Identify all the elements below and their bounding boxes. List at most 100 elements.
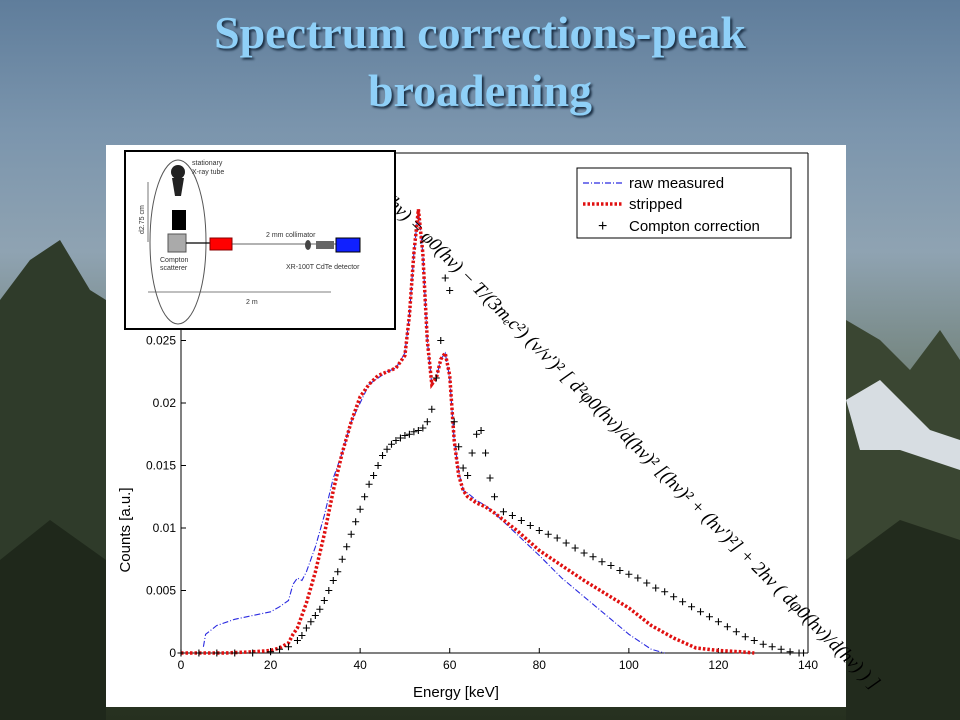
compton-marker [352, 518, 360, 526]
scatterer-outline [149, 159, 207, 325]
setup-inset: stationary X-ray tube d2.75 cm 2 mm coll… [124, 150, 396, 330]
compton-marker [571, 544, 579, 552]
compton-marker [347, 530, 355, 538]
y-tick-label: 0.01 [153, 521, 177, 535]
compton-marker [410, 428, 418, 436]
compton-marker [396, 434, 404, 442]
compton-marker [276, 645, 284, 653]
legend-raw-label: raw measured [629, 175, 724, 192]
compton-marker [392, 437, 400, 444]
compton-marker [311, 612, 319, 619]
slide-title: Spectrum corrections-peak broadening [0, 4, 960, 120]
collimator-label: 2 mm collimator [266, 232, 316, 239]
compton-marker [468, 449, 476, 457]
compton-marker [365, 480, 373, 488]
detector-label: XR-100T CdTe detector [286, 264, 360, 271]
tube-label: stationary [192, 160, 223, 167]
scatterer-label: Compton [160, 257, 189, 264]
compton-marker [361, 493, 369, 501]
compton-marker [249, 649, 257, 657]
compton-marker [625, 570, 633, 578]
compton-marker [553, 534, 561, 542]
compton-marker [598, 558, 606, 566]
y-tick-label: 0.02 [153, 396, 177, 410]
compton-marker [428, 405, 436, 413]
compton-marker [517, 517, 525, 524]
compton-marker [750, 637, 758, 644]
compton-marker [535, 527, 543, 534]
compton-marker [580, 549, 588, 557]
compton-marker [652, 584, 660, 592]
compton-marker [714, 618, 722, 626]
compton-marker [607, 562, 615, 569]
slide-title-line1: Spectrum corrections-peak [214, 7, 746, 58]
compton-marker [800, 649, 808, 657]
compton-marker [383, 445, 391, 453]
stripped-line [181, 209, 755, 655]
y-axis-label: Counts [a.u.] [117, 487, 134, 572]
compton-marker [670, 593, 678, 601]
compton-marker [338, 555, 346, 563]
compton-marker [405, 430, 413, 438]
compton-marker [329, 577, 337, 584]
y-tick-label: 0 [169, 646, 176, 660]
legend: raw measured stripped + Compton correcti… [576, 167, 792, 239]
height-label: d2.75 cm [139, 205, 146, 234]
slide-title-line2: broadening [367, 65, 593, 116]
compton-marker [688, 603, 696, 611]
compton-marker [320, 597, 328, 604]
y-tick-label: 0.015 [146, 459, 176, 473]
compton-marker [473, 430, 481, 438]
detector-icon [335, 237, 361, 253]
x-tick-label: 40 [353, 658, 367, 672]
compton-marker [177, 649, 185, 657]
compton-marker [477, 427, 485, 434]
xray-tube-body [172, 178, 184, 196]
compton-marker [213, 649, 221, 657]
compton-marker [419, 424, 427, 432]
x-tick-label: 20 [264, 658, 278, 672]
y-tick-label: 0.025 [146, 334, 176, 348]
x-tick-label: 100 [619, 658, 639, 672]
compton-marker [267, 648, 275, 656]
compton-marker [499, 508, 507, 516]
compton-marker [616, 567, 624, 574]
compton-marker [343, 543, 351, 551]
compton-marker [316, 605, 324, 613]
scatterer-label-2: scatterer [160, 265, 188, 272]
filter-block [172, 210, 186, 230]
compton-marker [334, 568, 342, 576]
x-tick-label: 80 [533, 658, 547, 672]
compton-scatterer-icon [167, 233, 187, 253]
compton-marker [356, 505, 364, 513]
collimator-icon [305, 240, 311, 250]
compton-marker [679, 598, 687, 606]
compton-marker [437, 337, 445, 344]
compton-marker [759, 640, 767, 648]
x-tick-label: 140 [798, 658, 818, 672]
compton-marker [455, 443, 463, 451]
compton-marker [423, 418, 431, 426]
legend-box [576, 167, 792, 239]
compton-marker [482, 449, 490, 457]
xray-tube-icon [171, 165, 185, 179]
compton-marker [486, 474, 494, 482]
distance-label: 2 m [246, 299, 258, 306]
compton-marker [298, 632, 306, 639]
compton-marker [634, 574, 642, 582]
compton-marker [544, 530, 552, 538]
compton-marker [432, 374, 440, 382]
detector-body [316, 241, 334, 249]
compton-marker [231, 649, 239, 657]
x-axis-label: Energy [keV] [413, 684, 499, 701]
compton-marker [723, 623, 731, 631]
legend-stripped-label: stripped [629, 196, 682, 213]
legend-compton-label: Compton correction [629, 218, 760, 235]
x-tick-label: 120 [708, 658, 728, 672]
compton-marker [589, 553, 597, 561]
compton-marker [732, 628, 740, 636]
compton-marker [459, 464, 467, 472]
compton-marker [741, 633, 749, 641]
compton-marker [284, 643, 292, 651]
